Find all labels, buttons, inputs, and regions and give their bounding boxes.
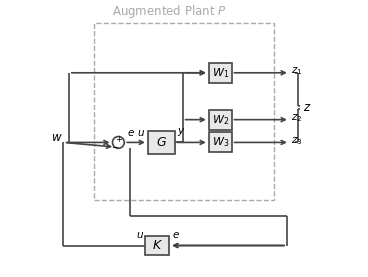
Text: $y$: $y$ (177, 125, 186, 138)
Text: $e$: $e$ (172, 230, 180, 240)
Bar (94, 23, 274, 200)
Bar (209, 132, 231, 152)
Text: $z_1$: $z_1$ (291, 66, 303, 77)
Text: $u$: $u$ (137, 128, 145, 138)
Bar (209, 63, 231, 83)
Text: $G$: $G$ (156, 136, 167, 149)
Text: $z_2$: $z_2$ (291, 112, 303, 124)
Text: $W_3$: $W_3$ (212, 135, 229, 149)
Text: $u$: $u$ (136, 230, 144, 240)
Bar (148, 131, 175, 154)
Text: $K$: $K$ (152, 239, 163, 252)
Bar (145, 236, 169, 255)
Text: $z$: $z$ (302, 101, 311, 114)
Text: +: + (115, 135, 122, 144)
Text: $w$: $w$ (50, 131, 62, 144)
Text: $e$: $e$ (127, 128, 135, 138)
Text: $-$: $-$ (112, 141, 120, 150)
Bar (209, 110, 231, 130)
Text: $W_2$: $W_2$ (212, 113, 229, 127)
Text: Augmented Plant $P$: Augmented Plant $P$ (112, 3, 227, 20)
Text: $z_3$: $z_3$ (291, 135, 303, 147)
Text: $W_1$: $W_1$ (212, 66, 229, 80)
